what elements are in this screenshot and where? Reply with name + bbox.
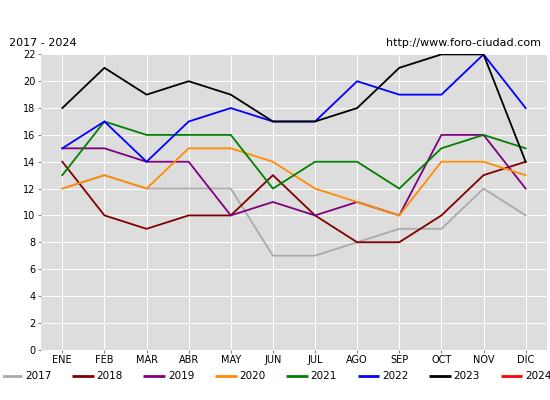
Text: 2023: 2023 <box>454 370 480 381</box>
Text: 2022: 2022 <box>382 370 409 381</box>
Text: 2021: 2021 <box>311 370 337 381</box>
Text: 2019: 2019 <box>168 370 194 381</box>
Text: http://www.foro-ciudad.com: http://www.foro-ciudad.com <box>386 38 541 48</box>
Text: 2018: 2018 <box>96 370 123 381</box>
Text: 2017 - 2024: 2017 - 2024 <box>9 38 76 48</box>
Text: 2017: 2017 <box>25 370 51 381</box>
Text: Evolucion del paro registrado en Merindad de Valdivielso: Evolucion del paro registrado en Merinda… <box>85 11 465 24</box>
Text: 2020: 2020 <box>239 370 266 381</box>
Text: 2024: 2024 <box>525 370 550 381</box>
